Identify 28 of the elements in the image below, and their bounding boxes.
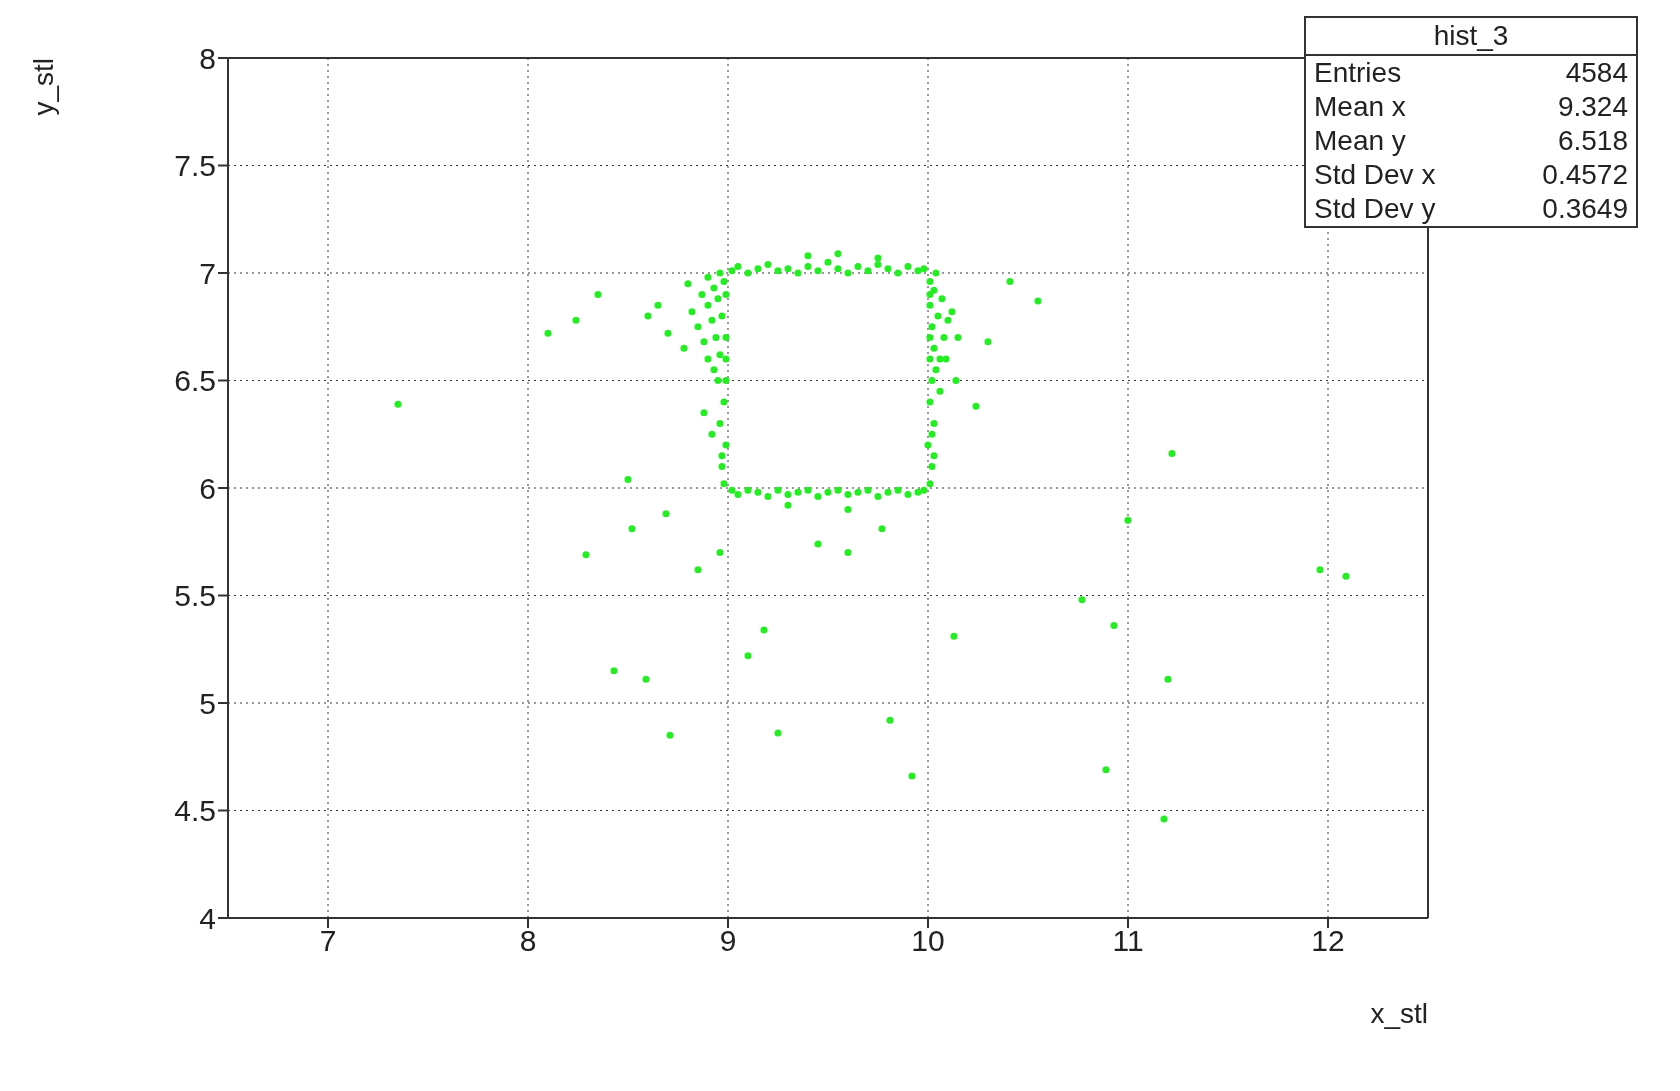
annotation: Std Dev y <box>1314 193 1436 225</box>
y-tick-label: 7 <box>199 256 216 290</box>
annotation: Entries <box>1314 57 1402 89</box>
x-tick-label: 9 <box>719 924 737 958</box>
text: 4584 <box>1565 57 1628 89</box>
x-tick-label: 7 <box>319 924 337 958</box>
y-tick-label: 6.5 <box>174 364 216 398</box>
y-tick-label: 6 <box>199 471 216 505</box>
y-tick-label: 4 <box>199 901 216 935</box>
annotation: Mean y <box>1314 125 1406 157</box>
y-tick-label: 5 <box>199 686 216 720</box>
text: 0.4572 <box>1542 159 1628 191</box>
x-tick-label: 11 <box>1112 924 1144 958</box>
annotation: Std Dev x <box>1314 159 1436 191</box>
x-tick-label: 10 <box>911 924 945 958</box>
y-tick-label: 4.5 <box>174 794 216 828</box>
x-tick-label: 12 <box>1311 924 1345 958</box>
y-axis-title: y_stl <box>28 58 60 116</box>
x-axis-title: x_stl <box>1370 998 1428 1030</box>
text: 0.3649 <box>1542 193 1628 225</box>
text: hist_3 <box>1306 18 1636 56</box>
annotation: Mean x <box>1314 91 1406 123</box>
y-tick-label: 7.5 <box>174 149 216 183</box>
x-tick-label: 8 <box>519 924 537 958</box>
text: 6.518 <box>1557 125 1628 157</box>
y-tick-label: 5.5 <box>174 579 216 613</box>
y-tick-label: 8 <box>199 41 216 75</box>
text: 9.324 <box>1557 91 1628 123</box>
